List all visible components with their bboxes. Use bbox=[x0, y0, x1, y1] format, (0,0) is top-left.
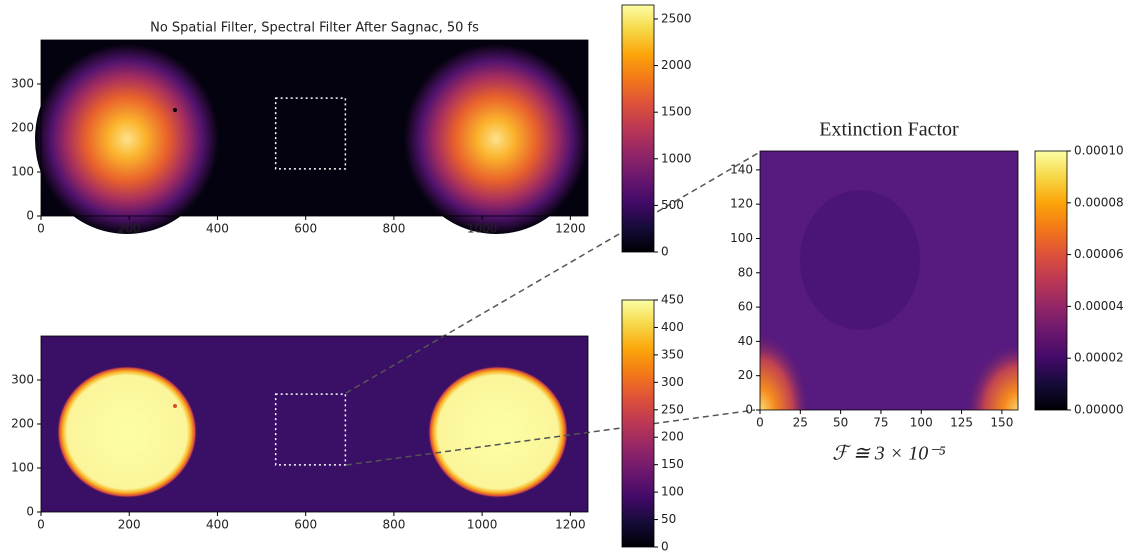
colorbar-tick-label: 100 bbox=[661, 485, 684, 499]
y-tick-label: 200 bbox=[11, 121, 34, 135]
roi-box bbox=[274, 97, 347, 170]
colorbar-tick-label: 0 bbox=[661, 540, 669, 554]
colorbar-tick-label: 0.00008 bbox=[1074, 195, 1124, 209]
colorbar-tick-label: 0.00010 bbox=[1074, 144, 1124, 158]
colorbar-tick-label: 150 bbox=[661, 457, 684, 471]
roi-box bbox=[274, 393, 347, 466]
colorbar-tick-label: 2500 bbox=[661, 11, 692, 25]
x-tick-label: 200 bbox=[118, 222, 141, 236]
image-right bbox=[760, 151, 1018, 410]
x-tick-label: 125 bbox=[950, 416, 973, 430]
y-tick-label: 100 bbox=[730, 231, 753, 245]
colorbar-tick-label: 0.00006 bbox=[1074, 247, 1124, 261]
x-tick-label: 400 bbox=[206, 518, 229, 532]
image-top bbox=[35, 40, 588, 234]
axes-frame bbox=[759, 150, 1019, 411]
y-tick-label: 0 bbox=[745, 403, 753, 417]
y-tick-label: 80 bbox=[738, 265, 753, 279]
colorbar-tick-label: 200 bbox=[661, 430, 684, 444]
x-tick-label: 1200 bbox=[555, 222, 586, 236]
colorbar-tick-label: 350 bbox=[661, 347, 684, 361]
y-tick-label: 40 bbox=[738, 334, 753, 348]
y-tick-label: 120 bbox=[730, 197, 753, 211]
colorbar-tick-label: 0.00000 bbox=[1074, 403, 1124, 417]
x-tick-label: 0 bbox=[37, 222, 45, 236]
x-tick-label: 1200 bbox=[555, 518, 586, 532]
colorbar-tick-label: 1500 bbox=[661, 105, 692, 119]
y-tick-label: 0 bbox=[26, 505, 34, 519]
x-tick-label: 75 bbox=[873, 416, 888, 430]
y-tick-label: 140 bbox=[730, 162, 753, 176]
colorbar-tick-label: 400 bbox=[661, 320, 684, 334]
connector bbox=[345, 409, 756, 466]
colorbar-tick-label: 50 bbox=[661, 512, 676, 526]
colorbar-tick-label: 450 bbox=[661, 293, 684, 307]
x-tick-label: 25 bbox=[793, 416, 808, 430]
x-tick-label: 200 bbox=[118, 518, 141, 532]
chart-title: Extinction Factor bbox=[819, 119, 959, 141]
x-tick-label: 400 bbox=[206, 222, 229, 236]
y-tick-label: 0 bbox=[26, 209, 34, 223]
x-tick-label: 50 bbox=[833, 416, 848, 430]
annotation: ℱ ≅ 3 × 10⁻⁵ bbox=[832, 443, 946, 465]
y-tick-label: 60 bbox=[738, 300, 753, 314]
image-bottom bbox=[41, 336, 588, 512]
y-tick-label: 20 bbox=[738, 368, 753, 382]
x-tick-label: 0 bbox=[37, 518, 45, 532]
chart-title: No Spatial Filter, Spectral Filter After… bbox=[150, 21, 479, 36]
y-tick-label: 300 bbox=[11, 373, 34, 387]
x-tick-label: 0 bbox=[756, 416, 764, 430]
y-tick-label: 100 bbox=[11, 461, 34, 475]
colorbar-tick-label: 500 bbox=[661, 198, 684, 212]
colorbar-tick-label: 250 bbox=[661, 402, 684, 416]
x-tick-label: 150 bbox=[990, 416, 1013, 430]
x-tick-label: 600 bbox=[294, 518, 317, 532]
colorbar bbox=[1034, 150, 1068, 411]
y-tick-label: 300 bbox=[11, 77, 34, 91]
x-tick-label: 1000 bbox=[467, 222, 498, 236]
x-tick-label: 800 bbox=[382, 222, 405, 236]
colorbar-tick-label: 0.00002 bbox=[1074, 351, 1124, 365]
x-tick-label: 800 bbox=[382, 518, 405, 532]
colorbar-tick-label: 0 bbox=[661, 245, 669, 259]
y-tick-label: 200 bbox=[11, 417, 34, 431]
x-tick-label: 1000 bbox=[467, 518, 498, 532]
colorbar-tick-label: 300 bbox=[661, 375, 684, 389]
x-tick-label: 100 bbox=[910, 416, 933, 430]
colorbar-tick-label: 0.00004 bbox=[1074, 299, 1124, 313]
x-tick-label: 600 bbox=[294, 222, 317, 236]
colorbar bbox=[621, 299, 655, 548]
y-tick-label: 100 bbox=[11, 165, 34, 179]
colorbar-tick-label: 1000 bbox=[661, 151, 692, 165]
colorbar-tick-label: 2000 bbox=[661, 58, 692, 72]
colorbar bbox=[621, 4, 655, 253]
